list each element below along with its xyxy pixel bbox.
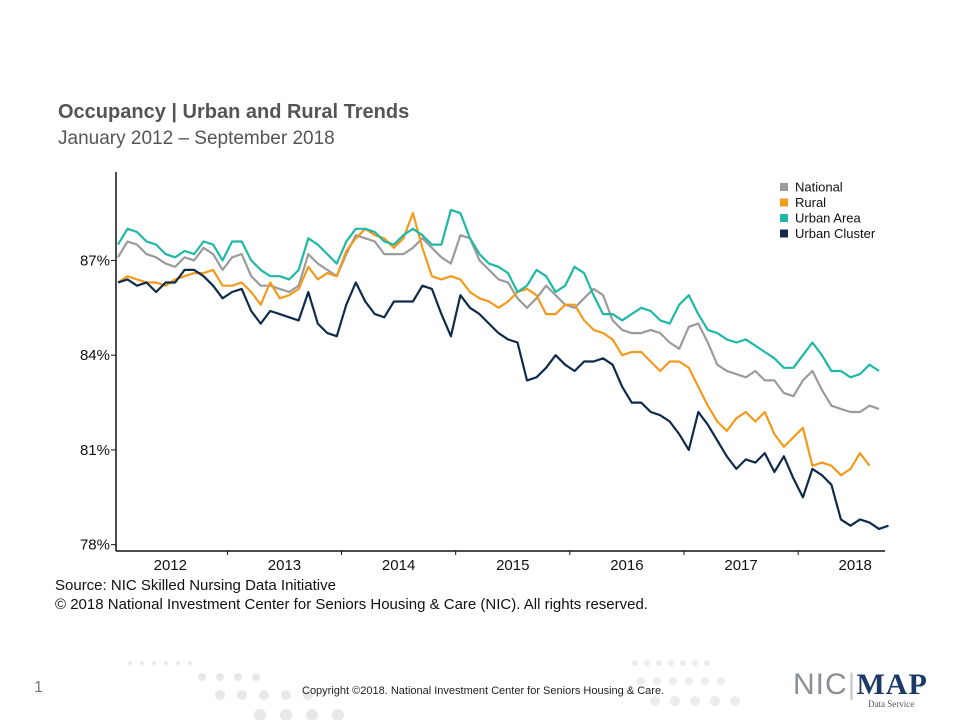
legend-label-rural: Rural [795, 195, 826, 210]
x-tick-label: 2015 [496, 557, 529, 574]
x-tick-label: 2016 [610, 557, 643, 574]
source-line: Source: NIC Skilled Nursing Data Initiat… [55, 577, 336, 594]
legend-swatch-urban-area [780, 214, 788, 222]
decorative-dot-pattern [128, 661, 344, 720]
series-line-urban-area [117, 208, 880, 379]
x-tick-label: 2018 [839, 557, 872, 574]
y-tick-label: 84% [80, 347, 110, 364]
legend-swatch-national [780, 183, 788, 191]
y-tick-label: 87% [80, 252, 110, 269]
legend-swatch-urban-cluster [780, 229, 788, 238]
page-number: 1 [34, 679, 43, 696]
y-tick-label: 81% [80, 442, 110, 459]
legend-label-urban-cluster: Urban Cluster [795, 226, 876, 241]
occupancy-line-chart: 78% 81% 84% 87% 2012 2013 2014 2015 2016 2017 2018… [80, 172, 889, 574]
x-tick-label: 2012 [154, 557, 187, 574]
series-line-urban-cluster [117, 268, 889, 531]
x-tick-label: 2014 [382, 557, 415, 574]
source-note: Source: NIC Skilled Nursing Data Initiat… [55, 576, 648, 614]
logo-subtitle: Data Service [868, 699, 915, 709]
x-tick-label: 2017 [724, 557, 757, 574]
copyright-line: © 2018 National Investment Center for Se… [55, 596, 648, 613]
chart-subtitle: January 2012 – September 2018 [58, 128, 335, 149]
decorative-dot-pattern-right [632, 660, 740, 706]
y-tick-label: 78% [80, 537, 110, 554]
legend-label-national: National [795, 180, 843, 195]
nic-map-logo: NIC|MAP [793, 668, 928, 702]
logo-map-text: MAP [856, 668, 928, 701]
logo-divider: | [847, 668, 857, 701]
legend-label-urban-area: Urban Area [795, 211, 862, 226]
series-line-rural [117, 212, 871, 477]
series-line-national [117, 234, 880, 414]
chart-title: Occupancy | Urban and Rural Trends [58, 101, 410, 123]
logo-nic-text: NIC [793, 668, 848, 701]
footer-copyright: Copyright ©2018. National Investment Cen… [302, 685, 665, 697]
x-tick-label: 2013 [268, 557, 301, 574]
legend-swatch-rural [780, 198, 788, 207]
